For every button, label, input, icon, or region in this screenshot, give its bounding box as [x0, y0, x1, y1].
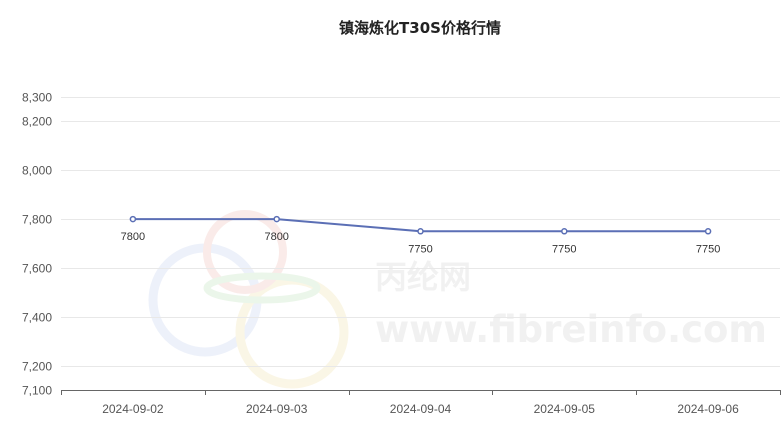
y-tick-label: 7,400: [22, 311, 52, 325]
y-tick-label: 7,100: [22, 384, 52, 398]
data-point: [129, 215, 137, 223]
data-label: 7750: [696, 243, 720, 255]
chart-title: 镇海炼化T30S价格行情: [339, 19, 501, 37]
y-tick-label: 8,200: [22, 115, 52, 129]
data-labels: 7800 7800 7750 7750 7750: [121, 231, 721, 255]
x-tick-label: 2024-09-02: [102, 402, 164, 416]
data-point: [273, 215, 280, 223]
x-tick-label: 2024-09-05: [534, 402, 596, 416]
y-axis: 8,300 8,200 8,000 7,800 7,600 7,400 7,200 7,100: [22, 91, 52, 398]
y-tick-label: 7,600: [22, 262, 52, 276]
watermark-url: www.fibreinfo.com: [375, 308, 767, 351]
y-tick-label: 7,800: [22, 213, 52, 227]
data-point: [561, 228, 568, 235]
x-axis: 2024-09-02 2024-09-03 2024-09-04 2024-09-05…: [61, 390, 781, 416]
data-label: 7750: [408, 243, 432, 255]
data-point: [704, 228, 712, 235]
data-label: 7750: [552, 243, 576, 255]
data-label: 7800: [264, 231, 288, 243]
x-tick-label: 2024-09-06: [677, 402, 739, 416]
y-tick-label: 7,200: [22, 360, 52, 374]
watermark: 丙纶网 www.fibreinfo.com: [148, 210, 767, 389]
x-tick-label: 2024-09-03: [246, 402, 308, 416]
x-tick-label: 2024-09-04: [390, 402, 452, 416]
y-tick-label: 8,300: [22, 91, 52, 105]
data-point: [417, 228, 424, 235]
series-line: [129, 215, 712, 235]
watermark-brand: 丙纶网: [375, 258, 471, 296]
y-tick-label: 8,000: [22, 164, 52, 178]
data-label: 7800: [121, 231, 145, 243]
